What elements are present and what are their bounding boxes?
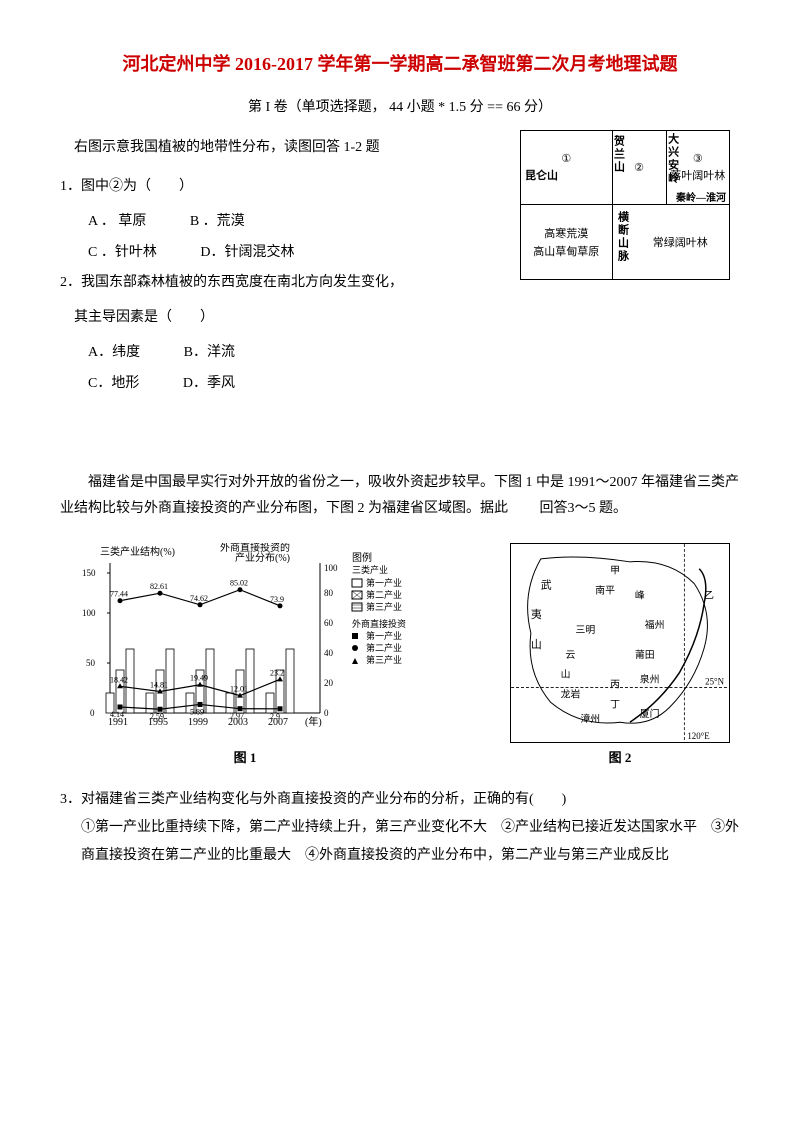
q1-opt-b: B ．荒漠 bbox=[190, 207, 245, 238]
svg-text:(年): (年) bbox=[305, 715, 322, 728]
svg-text:第二产业: 第二产业 bbox=[366, 642, 402, 653]
svg-text:85.02: 85.02 bbox=[230, 578, 248, 587]
q2-opt-b: B．洋流 bbox=[184, 338, 235, 369]
svg-text:第一产业: 第一产业 bbox=[366, 630, 402, 641]
lat-label: 25°N bbox=[705, 676, 724, 686]
svg-text:第三产业: 第三产业 bbox=[366, 654, 402, 665]
svg-text:夷: 夷 bbox=[531, 608, 542, 621]
svg-text:第一产业: 第一产业 bbox=[366, 577, 402, 588]
map1-kunlun: 昆仑山 bbox=[525, 167, 558, 183]
q3-stem: 3．对福建省三类产业结构变化与外商直接投资的产业分布的分析，正确的有( ) bbox=[60, 786, 740, 814]
svg-text:山: 山 bbox=[531, 638, 542, 651]
svg-text:1999: 1999 bbox=[188, 717, 208, 728]
svg-text:19.49: 19.49 bbox=[190, 674, 208, 683]
question-2-stem2: 其主导因素是（ ） bbox=[60, 303, 740, 334]
svg-text:南平: 南平 bbox=[595, 583, 615, 596]
q2-opt-c: C．地形 bbox=[88, 369, 139, 400]
map1-hengduan: 横断山脉 bbox=[615, 211, 631, 263]
svg-text:14.81: 14.81 bbox=[150, 680, 168, 689]
svg-text:60: 60 bbox=[324, 618, 334, 628]
q1-opt-d: D．针阔混交林 bbox=[200, 238, 294, 269]
svg-text:20: 20 bbox=[324, 678, 334, 688]
map1-evergreen: 常绿阔叶林 bbox=[653, 234, 708, 250]
figure-2-wrapper: 武 夷 山 南平 三明 云 山 龙岩 漳州 莆田 泉州 福州 厦门 峰 甲 乙 … bbox=[510, 543, 730, 766]
map1-qinling: 秦岭—淮河 bbox=[676, 189, 726, 204]
svg-text:5.89: 5.89 bbox=[190, 707, 204, 716]
vegetation-map-diagram: ① 昆仑山 贺兰山 ② 大兴安岭 ③ 落叶阔叶林 秦岭—淮河 高寒荒漠 高山草甸… bbox=[520, 130, 730, 280]
map1-helan: 贺兰山 bbox=[611, 135, 627, 174]
map1-cell2-num: ② bbox=[634, 161, 644, 174]
svg-text:乙: 乙 bbox=[704, 589, 714, 601]
svg-text:厦门: 厦门 bbox=[640, 707, 660, 720]
map1-cell3-num: ③ bbox=[693, 152, 703, 165]
svg-text:福州: 福州 bbox=[645, 618, 665, 631]
svg-text:第二产业: 第二产业 bbox=[366, 589, 402, 600]
svg-text:1995: 1995 bbox=[148, 717, 168, 728]
svg-text:三明: 三明 bbox=[575, 624, 595, 636]
question-3: 3．对福建省三类产业结构变化与外商直接投资的产业分布的分析，正确的有( ) ①第… bbox=[60, 786, 740, 870]
exam-title: 河北定州中学 2016-2017 学年第一学期高二承智班第二次月考地理试题 bbox=[60, 50, 740, 76]
figure-1-caption: 图 1 bbox=[70, 747, 420, 766]
svg-text:武: 武 bbox=[541, 578, 552, 591]
svg-text:2003: 2003 bbox=[228, 717, 248, 728]
svg-text:80: 80 bbox=[324, 588, 334, 598]
q2-opt-d: D．季风 bbox=[183, 369, 235, 400]
map1-cell1-num: ① bbox=[561, 152, 571, 165]
figure-row: 0 50 100 150 0 20 40 60 80 100 三类产业结构(%)… bbox=[60, 543, 740, 766]
svg-text:1991: 1991 bbox=[108, 717, 128, 728]
question-2-options-row1: A．纬度 B．洋流 bbox=[60, 338, 740, 369]
svg-text:龙岩: 龙岩 bbox=[561, 687, 581, 700]
svg-text:莆田: 莆田 bbox=[635, 648, 655, 661]
figure-2-caption: 图 2 bbox=[510, 747, 730, 766]
svg-text:23.2: 23.2 bbox=[270, 668, 284, 677]
figure-1-wrapper: 0 50 100 150 0 20 40 60 80 100 三类产业结构(%)… bbox=[70, 543, 420, 766]
svg-text:丁: 丁 bbox=[610, 699, 620, 710]
map1-daxinganling: 大兴安岭 bbox=[665, 133, 681, 185]
section2-intro: 福建省是中国最早实行对外开放的省份之一，吸收外资起步较早。下图 1 中是 199… bbox=[60, 470, 740, 523]
svg-text:山: 山 bbox=[561, 668, 571, 680]
lon-label: 120°E bbox=[687, 731, 709, 741]
svg-text:云: 云 bbox=[566, 650, 576, 661]
svg-text:外商直接投资: 外商直接投资 bbox=[352, 618, 406, 629]
section-subtitle: 第 I 卷（单项选择题， 44 小题 * 1.5 分 == 66 分） bbox=[60, 96, 740, 116]
svg-text:0: 0 bbox=[90, 708, 95, 718]
q1-opt-a: A ． 草原 bbox=[88, 207, 146, 238]
svg-text:产业分布(%): 产业分布(%) bbox=[235, 551, 290, 564]
svg-text:第三产业: 第三产业 bbox=[366, 601, 402, 612]
svg-text:73.9: 73.9 bbox=[270, 595, 284, 604]
svg-text:0: 0 bbox=[324, 708, 329, 718]
q3-statements: ①第一产业比重持续下降，第二产业持续上升，第三产业变化不大 ②产业结构已接近发达… bbox=[60, 814, 740, 870]
svg-text:77.44: 77.44 bbox=[110, 589, 128, 598]
svg-text:三类产业结构(%): 三类产业结构(%) bbox=[100, 545, 175, 558]
svg-text:74.62: 74.62 bbox=[190, 594, 208, 603]
industry-structure-chart: 0 50 100 150 0 20 40 60 80 100 三类产业结构(%)… bbox=[70, 543, 420, 743]
q1-opt-c: C ．针叶林 bbox=[88, 238, 157, 269]
svg-text:漳州: 漳州 bbox=[580, 712, 600, 725]
svg-text:150: 150 bbox=[82, 568, 96, 578]
svg-text:2007: 2007 bbox=[268, 717, 288, 728]
svg-text:12.01: 12.01 bbox=[230, 684, 248, 693]
fujian-region-map: 武 夷 山 南平 三明 云 山 龙岩 漳州 莆田 泉州 福州 厦门 峰 甲 乙 … bbox=[510, 543, 730, 743]
svg-text:50: 50 bbox=[86, 658, 96, 668]
svg-text:甲: 甲 bbox=[610, 565, 620, 576]
svg-text:100: 100 bbox=[324, 563, 338, 573]
svg-text:泉州: 泉州 bbox=[640, 672, 660, 685]
svg-text:82.61: 82.61 bbox=[150, 582, 168, 591]
svg-text:三类产业: 三类产业 bbox=[352, 564, 388, 575]
svg-text:100: 100 bbox=[82, 608, 96, 618]
svg-text:图例: 图例 bbox=[352, 551, 372, 564]
question-2-options-row2: C．地形 D．季风 bbox=[60, 369, 740, 400]
q2-opt-a: A．纬度 bbox=[88, 338, 140, 369]
svg-text:40: 40 bbox=[324, 648, 334, 658]
map1-alpine-desert: 高寒荒漠 bbox=[544, 225, 588, 241]
svg-text:峰: 峰 bbox=[635, 589, 645, 601]
map1-alpine-meadow: 高山草甸草原 bbox=[533, 243, 599, 259]
svg-text:18.42: 18.42 bbox=[110, 675, 128, 684]
svg-text:丙: 丙 bbox=[610, 679, 620, 690]
